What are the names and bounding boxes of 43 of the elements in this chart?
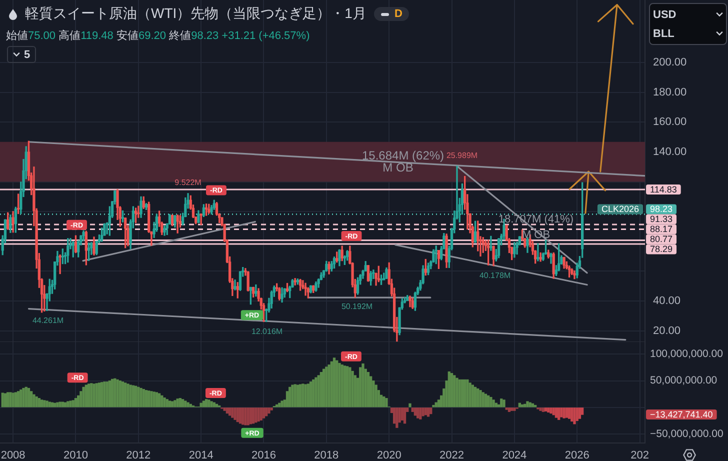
- y-tick-label: 20.00: [653, 324, 681, 337]
- annotation: 40.178M: [479, 271, 511, 280]
- ref-line-label: 78.29: [650, 244, 673, 254]
- x-tick-label: 2016: [252, 450, 276, 461]
- ref-line-label: 114.83: [650, 184, 677, 194]
- ref-line-label: 91.33: [650, 214, 673, 224]
- annotation: 12.016M: [251, 327, 283, 336]
- y-tick-label: 180.00: [653, 86, 687, 98]
- y-tick-label: 50,000,000.00: [650, 374, 718, 387]
- x-tick-label: 2022: [440, 450, 464, 461]
- annotation: D: [394, 8, 402, 20]
- annotation: 50.192M: [341, 302, 373, 312]
- y-tick-label: −50,000,000.00: [650, 428, 724, 440]
- annotation: 25.989M: [446, 151, 478, 160]
- annotation: 9.522M: [174, 178, 202, 188]
- x-tick-label: 2018: [314, 450, 339, 461]
- ref-line-label: 88.17: [650, 224, 673, 234]
- y-tick-label: 160.00: [653, 116, 687, 128]
- text: 始値75.00 高値119.48 安値69.20 終値98.23 +31.21 (+46.57%): [6, 30, 310, 42]
- x-tick-label: 2012: [126, 450, 151, 461]
- x-tick-label: 2024: [502, 450, 527, 461]
- x-tick-label: 202: [630, 450, 649, 461]
- x-tick-label: 2026: [564, 450, 590, 461]
- y-tick-label: 200.00: [653, 56, 687, 69]
- annotation: CLK2026: [601, 204, 639, 214]
- y-tick-label: 140.00: [653, 146, 687, 158]
- dropdown-panel: USD BLL: [649, 3, 727, 45]
- x-tick-label: 2010: [63, 450, 88, 461]
- text: −13,427,741.40: [650, 409, 713, 420]
- annotation: M OB: [382, 160, 414, 174]
- x-tick-label: 2014: [188, 450, 214, 461]
- x-tick-label: 2008: [0, 450, 26, 461]
- x-tick-label: 2020: [376, 450, 402, 461]
- chart-title: 軽質スイート原油（WTI）先物（当限つなぎ足）・1月: [25, 5, 366, 23]
- annotation: 44.261M: [32, 316, 64, 326]
- ref-line-label: 98.23: [650, 204, 673, 214]
- annotation: 15.684M (62%): [362, 148, 444, 162]
- y-tick-label: 40.00: [653, 295, 681, 308]
- y-tick-label: 100,000,000.00: [650, 348, 724, 360]
- status-pill: D: [374, 7, 410, 21]
- annotation: 5: [24, 48, 30, 60]
- ref-line-label: 80.77: [650, 234, 673, 244]
- collapse-button: 5: [7, 46, 36, 63]
